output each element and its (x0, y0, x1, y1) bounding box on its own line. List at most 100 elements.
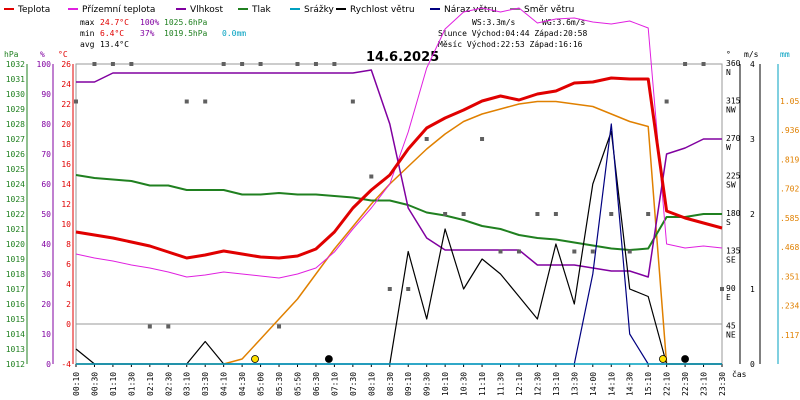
stats-min-temp: 6.4°C (100, 29, 124, 38)
series-pressure (75, 174, 722, 251)
legend-label: Přízemní teplota (82, 5, 155, 15)
tick-label-pressure: 1025 (6, 165, 25, 174)
stats-min-label: min (80, 29, 95, 38)
tick-label-pressure: 1032 (6, 60, 25, 69)
tick-label-pressure: 1027 (6, 135, 25, 144)
stats-max-temp: 24.7°C (100, 18, 129, 27)
tick-label-direction-deg: 360 (726, 59, 741, 68)
x-tick-label: 14:30 (626, 372, 635, 396)
tick-label-wind-speed: 4 (750, 60, 755, 69)
tick-label-rain: .234 (780, 302, 799, 311)
tick-label-wind-speed: 2 (750, 210, 755, 219)
tick-label-direction: E (726, 293, 731, 302)
x-tick-label: 10:10 (441, 372, 450, 396)
stats-max-hum: 100% (140, 18, 159, 27)
wind-direction-point (406, 287, 411, 291)
axis-header-degc: °C (58, 50, 68, 59)
tick-label-temperature: -4 (61, 360, 71, 369)
wind-direction-point (221, 62, 226, 66)
x-tick-label: 08:10 (367, 372, 376, 396)
tick-label-pressure: 1016 (6, 300, 25, 309)
wind-direction-point (129, 62, 134, 66)
axes: 1012101310141015101610171018101910201021… (6, 59, 800, 396)
x-tick-label: 05:30 (275, 372, 284, 396)
legend-label: Srážky (304, 5, 335, 15)
x-tick-label: 22:30 (681, 372, 690, 396)
wind-direction-point (609, 212, 614, 216)
tick-label-humidity: 20 (41, 300, 51, 309)
tick-label-direction-deg: 315 (726, 97, 741, 106)
wind-direction-point (424, 137, 429, 141)
wind-direction-point (664, 99, 669, 104)
x-tick-label: 03:10 (183, 372, 192, 396)
axis-header-pct: % (40, 50, 45, 59)
x-tick-label: 00:30 (90, 372, 99, 396)
sun-marker (251, 355, 259, 363)
tick-label-pressure: 1017 (6, 285, 25, 294)
wind-direction-point (295, 62, 300, 66)
wind-direction-point (461, 212, 466, 216)
tick-label-pressure: 1026 (6, 150, 25, 159)
tick-label-temperature: 18 (61, 140, 71, 149)
wind-direction-point (147, 324, 152, 329)
tick-label-temperature: 16 (61, 160, 71, 169)
tick-label-pressure: 1022 (6, 210, 25, 219)
tick-label-rain: .117 (780, 331, 799, 340)
wind-direction-point (572, 249, 577, 254)
wind-direction-point (701, 62, 706, 66)
wind-direction-point (350, 99, 355, 104)
x-tick-label: 09:30 (423, 372, 432, 396)
tick-label-direction-deg: 45 (726, 322, 736, 331)
wind-direction-point (498, 249, 503, 254)
axis-header-ms: m/s (744, 50, 759, 59)
wind-direction-point (443, 212, 448, 216)
stats-max-rain: 0.0mm (222, 29, 246, 38)
legend-label: Náraz větru (444, 5, 497, 15)
wind-direction-point (258, 62, 263, 66)
tick-label-direction: NE (726, 331, 736, 340)
tick-label-temperature: 8 (66, 240, 71, 249)
tick-label-humidity: 10 (41, 330, 51, 339)
x-tick-label: 09:10 (404, 372, 413, 396)
tick-label-humidity: 60 (41, 180, 51, 189)
legend-label: Směr větru (524, 5, 574, 15)
wind-direction-point (535, 212, 540, 216)
chart-title: 14.6.2025 (366, 50, 439, 65)
x-tick-label: 07:10 (330, 372, 339, 396)
tick-label-temperature: 4 (66, 280, 71, 289)
legend-label: Tlak (251, 5, 272, 15)
x-tick-label: 05:50 (293, 372, 302, 396)
tick-label-pressure: 1021 (6, 225, 25, 234)
tick-label-pressure: 1012 (6, 360, 25, 369)
tick-label-pressure: 1024 (6, 180, 25, 189)
tick-label-humidity: 50 (41, 210, 51, 219)
plot-area (74, 7, 724, 365)
tick-label-temperature: 24 (61, 80, 71, 89)
tick-label-direction: W (726, 143, 731, 152)
sun-marker (659, 355, 667, 363)
tick-label-rain: .819 (780, 155, 799, 164)
tick-label-temperature: 12 (61, 200, 71, 209)
tick-label-humidity: 30 (41, 270, 51, 279)
wind-direction-point (166, 324, 171, 329)
stats-min-press: 1019.5hPa (164, 29, 208, 38)
tick-label-direction: NW (726, 106, 736, 115)
x-tick-label: 04:30 (238, 372, 247, 396)
tick-label-pressure: 1031 (6, 75, 25, 84)
grid (75, 63, 723, 365)
tick-label-temperature: 26 (61, 60, 71, 69)
x-tick-label: 10:30 (460, 372, 469, 396)
tick-label-pressure: 1015 (6, 315, 25, 324)
tick-label-direction: SE (726, 256, 736, 265)
x-tick-label: 12:10 (515, 372, 524, 396)
tick-label-pressure: 1013 (6, 345, 25, 354)
tick-label-direction: S (726, 218, 731, 227)
tick-label-pressure: 1019 (6, 255, 25, 264)
tick-label-pressure: 1018 (6, 270, 25, 279)
wind-direction-point (313, 62, 318, 66)
series-temperature (75, 76, 723, 260)
tick-label-rain: .702 (780, 185, 799, 194)
x-tick-label: 23:30 (718, 372, 727, 396)
wind-direction-point (369, 174, 374, 179)
tick-label-pressure: 1030 (6, 90, 25, 99)
